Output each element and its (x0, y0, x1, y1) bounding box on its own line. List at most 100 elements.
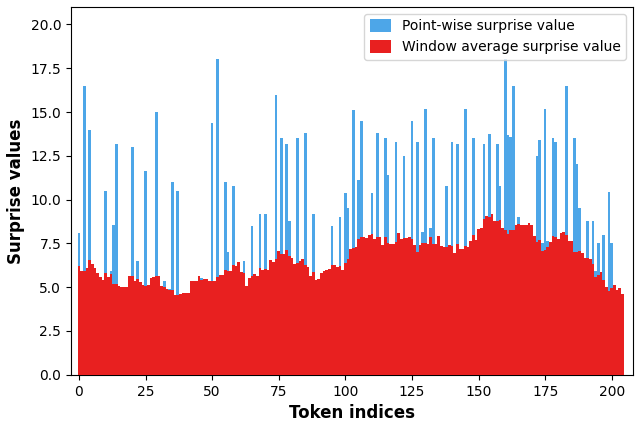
Bar (109, 274, 112, 375)
Bar (435, 279, 437, 375)
Bar (506, 234, 509, 375)
Bar (584, 258, 586, 375)
Bar (544, 109, 547, 375)
Bar (595, 277, 597, 375)
Bar (224, 182, 227, 375)
Bar (320, 344, 323, 375)
Bar (331, 265, 333, 375)
Bar (139, 309, 141, 375)
Bar (200, 278, 203, 375)
Bar (195, 281, 198, 375)
Bar (128, 276, 131, 375)
Bar (544, 251, 547, 375)
Bar (243, 261, 246, 375)
Bar (232, 186, 235, 375)
Bar (459, 249, 461, 375)
Bar (403, 238, 405, 375)
Bar (283, 254, 285, 375)
Bar (189, 281, 192, 375)
Bar (464, 109, 467, 375)
Bar (248, 303, 251, 375)
Bar (157, 327, 160, 375)
Bar (512, 86, 515, 375)
Bar (344, 193, 347, 375)
Bar (216, 60, 219, 375)
Bar (288, 256, 291, 375)
Bar (251, 276, 253, 375)
Bar (552, 138, 554, 375)
Bar (291, 340, 293, 375)
Bar (536, 156, 538, 375)
Bar (453, 253, 456, 375)
Bar (232, 265, 235, 375)
Bar (168, 289, 171, 375)
Bar (118, 286, 120, 375)
Bar (373, 239, 376, 375)
Bar (339, 266, 341, 375)
Bar (464, 246, 467, 375)
Bar (299, 261, 301, 375)
Bar (474, 240, 477, 375)
Bar (155, 276, 157, 375)
Bar (472, 138, 474, 375)
Bar (488, 218, 490, 375)
Bar (312, 214, 315, 375)
Bar (581, 340, 584, 375)
Bar (570, 331, 573, 375)
Bar (357, 180, 360, 375)
Bar (461, 249, 464, 375)
Bar (365, 279, 368, 375)
Bar (568, 311, 570, 375)
Bar (125, 346, 128, 375)
Bar (368, 300, 371, 375)
Bar (269, 260, 272, 375)
Bar (517, 224, 520, 375)
Bar (608, 192, 611, 375)
Bar (307, 291, 309, 375)
Bar (285, 144, 288, 375)
Bar (285, 250, 288, 375)
Bar (568, 241, 570, 375)
Bar (360, 121, 363, 375)
Bar (485, 341, 488, 375)
Bar (525, 313, 528, 375)
Bar (104, 273, 107, 375)
Bar (77, 266, 80, 375)
Bar (592, 263, 595, 375)
Bar (405, 290, 408, 375)
Bar (320, 273, 323, 375)
Bar (387, 175, 389, 375)
Bar (371, 193, 373, 375)
Bar (134, 320, 136, 375)
Bar (96, 326, 99, 375)
Bar (579, 208, 581, 375)
Bar (405, 238, 408, 375)
Bar (538, 240, 541, 375)
Bar (520, 225, 522, 375)
Bar (235, 266, 237, 375)
Bar (309, 276, 312, 375)
Bar (371, 234, 373, 375)
Bar (131, 147, 134, 375)
Bar (219, 278, 221, 375)
Bar (198, 276, 200, 375)
Bar (166, 321, 168, 375)
Bar (448, 294, 451, 375)
Bar (216, 277, 219, 375)
Bar (173, 295, 176, 375)
Bar (93, 326, 96, 375)
Bar (221, 322, 224, 375)
Bar (93, 269, 96, 375)
Bar (499, 221, 501, 375)
Bar (109, 271, 112, 375)
Bar (349, 290, 352, 375)
Bar (259, 214, 262, 375)
Bar (419, 245, 421, 375)
Bar (379, 237, 381, 375)
Bar (437, 236, 440, 375)
Bar (315, 335, 317, 375)
Bar (208, 281, 211, 375)
Bar (483, 144, 485, 375)
Bar (504, 60, 506, 375)
Bar (531, 333, 533, 375)
